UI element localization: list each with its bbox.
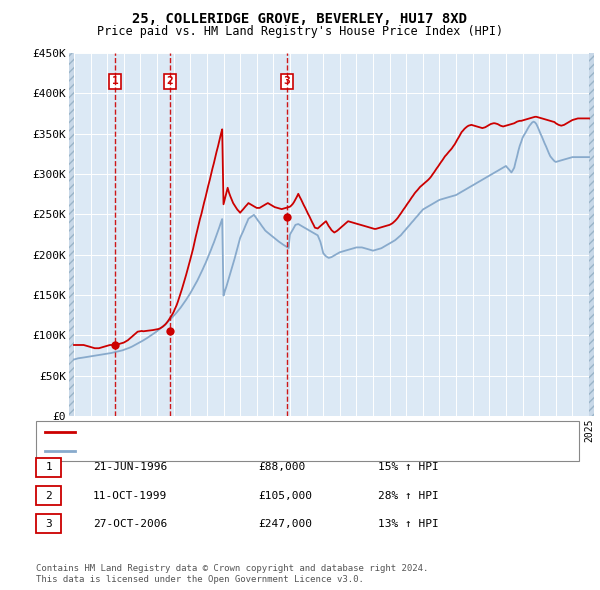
Text: 1: 1 — [112, 76, 118, 86]
Text: 11-OCT-1999: 11-OCT-1999 — [93, 491, 167, 500]
Text: 2: 2 — [45, 491, 52, 500]
Text: 28% ↑ HPI: 28% ↑ HPI — [378, 491, 439, 500]
Text: 3: 3 — [284, 76, 290, 86]
Text: 3: 3 — [45, 519, 52, 529]
Text: 27-OCT-2006: 27-OCT-2006 — [93, 519, 167, 529]
Text: 25, COLLERIDGE GROVE, BEVERLEY, HU17 8XD: 25, COLLERIDGE GROVE, BEVERLEY, HU17 8XD — [133, 12, 467, 26]
Text: £88,000: £88,000 — [258, 463, 305, 472]
Text: 2: 2 — [167, 76, 173, 86]
Text: 13% ↑ HPI: 13% ↑ HPI — [378, 519, 439, 529]
Text: Price paid vs. HM Land Registry's House Price Index (HPI): Price paid vs. HM Land Registry's House … — [97, 25, 503, 38]
Text: £105,000: £105,000 — [258, 491, 312, 500]
Text: Contains HM Land Registry data © Crown copyright and database right 2024.: Contains HM Land Registry data © Crown c… — [36, 565, 428, 573]
Bar — [589, 53, 594, 416]
Text: 21-JUN-1996: 21-JUN-1996 — [93, 463, 167, 472]
Text: 1: 1 — [45, 463, 52, 472]
Text: 15% ↑ HPI: 15% ↑ HPI — [378, 463, 439, 472]
Text: 25, COLLERIDGE GROVE, BEVERLEY, HU17 8XD (detached house): 25, COLLERIDGE GROVE, BEVERLEY, HU17 8XD… — [81, 427, 437, 437]
Text: £247,000: £247,000 — [258, 519, 312, 529]
Text: This data is licensed under the Open Government Licence v3.0.: This data is licensed under the Open Gov… — [36, 575, 364, 584]
Bar — [69, 53, 74, 416]
Text: HPI: Average price, detached house, East Riding of Yorkshire: HPI: Average price, detached house, East… — [81, 445, 456, 455]
